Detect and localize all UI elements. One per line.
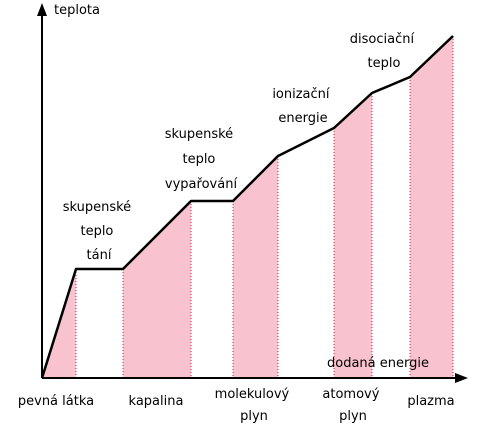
x-axis-arrow: [455, 373, 468, 383]
x-axis-label: dodaná energie: [327, 356, 429, 371]
state-label-liquid: kapalina: [129, 394, 184, 409]
latent-heat-melting-label: skupenské teplo tání: [63, 200, 136, 263]
state-label-solid: pevná látka: [18, 394, 94, 409]
region-molecular-gas: [233, 156, 278, 378]
heating-curve: [40, 35, 454, 379]
region-atomic-gas: [334, 93, 372, 378]
state-regions: [42, 36, 453, 378]
region-liquid: [123, 201, 191, 378]
state-label-plasma: plazma: [407, 394, 454, 409]
dotted-separators: [75, 36, 454, 378]
state-label-atomic-gas: atomový plyn: [322, 387, 383, 424]
y-axis-arrow: [37, 3, 47, 16]
y-axis-label: teplota: [54, 3, 100, 18]
state-label-molecular-gas: molekulový plyn: [215, 387, 294, 424]
axes: [41, 14, 458, 379]
dissociation-heat-label: disociační teplo: [350, 32, 418, 71]
ionization-energy-label: ionizační energie: [272, 87, 333, 126]
region-plasma: [410, 36, 453, 378]
latent-heat-vaporization-label: skupenské teplo vypařování: [165, 127, 238, 192]
